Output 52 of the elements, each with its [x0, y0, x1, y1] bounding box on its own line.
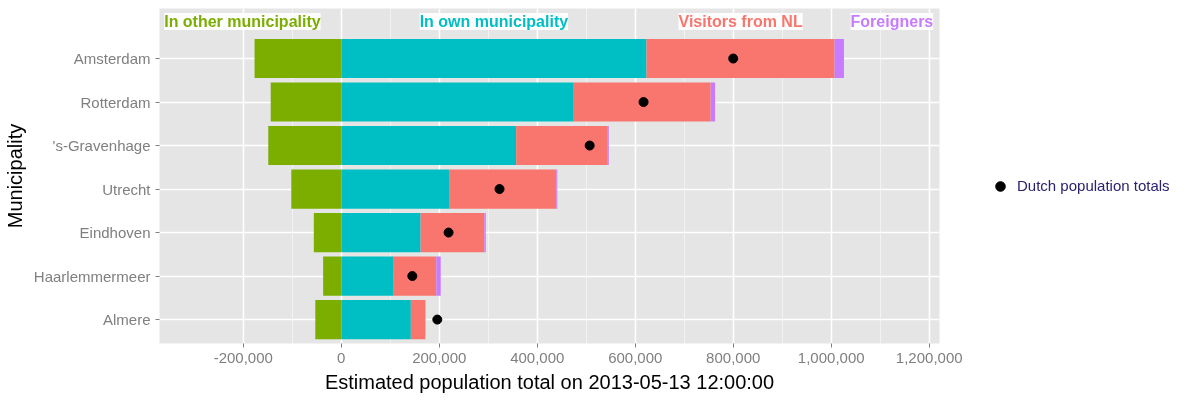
series-label: In own municipality — [419, 13, 569, 31]
x-tick-label: 400,000 — [510, 348, 565, 366]
point — [432, 314, 443, 325]
bar — [436, 256, 441, 296]
series-label: In other municipality — [164, 13, 321, 31]
bar — [341, 299, 411, 340]
bar — [393, 256, 437, 296]
y-tick-label: Utrecht — [102, 180, 152, 198]
bar — [268, 125, 342, 166]
point — [584, 140, 595, 151]
y-tick-label: Almere — [102, 311, 151, 329]
bar — [313, 212, 342, 253]
y-tick-label: Rotterdam — [80, 93, 151, 111]
bar — [420, 212, 485, 253]
bar — [341, 82, 574, 122]
bar — [449, 169, 557, 209]
y-tick-label: 's-Gravenhage — [52, 137, 151, 155]
bar — [341, 169, 450, 209]
bar — [341, 256, 394, 296]
x-tick-label: -200,000 — [213, 348, 273, 366]
bar — [315, 299, 342, 340]
bar — [341, 125, 517, 166]
bar — [573, 82, 711, 122]
point — [443, 227, 454, 238]
series-label: Foreigners — [850, 13, 934, 31]
bar — [254, 38, 342, 79]
y-tick-label: Amsterdam — [73, 50, 151, 68]
y-tick-label: Eindhoven — [79, 224, 151, 242]
bar — [646, 38, 835, 79]
bar — [834, 38, 844, 79]
y-tick-label: Haarlemmermeer — [33, 267, 151, 285]
x-tick-label: 600,000 — [608, 348, 663, 366]
x-tick-label: 800,000 — [706, 348, 761, 366]
series-label: Visitors from NL — [678, 13, 803, 31]
y-axis-title: Municipality — [3, 123, 26, 229]
point — [728, 53, 739, 64]
bar — [341, 212, 421, 253]
bar — [323, 256, 342, 296]
legend-label: Dutch population totals — [1017, 177, 1170, 194]
x-tick-label: 1,200,000 — [895, 348, 963, 366]
x-tick-label: 0 — [337, 348, 346, 366]
bar — [270, 82, 342, 122]
point — [494, 184, 505, 195]
bar — [291, 169, 342, 209]
bar — [710, 82, 716, 122]
x-tick-label: 200,000 — [412, 348, 467, 366]
bar — [516, 125, 608, 166]
x-tick-label: 1,000,000 — [797, 348, 865, 366]
bar — [410, 299, 426, 340]
point — [638, 97, 649, 108]
x-axis-title: Estimated population total on 2013-05-13 12:00:00 — [324, 370, 775, 393]
bar — [341, 38, 647, 79]
